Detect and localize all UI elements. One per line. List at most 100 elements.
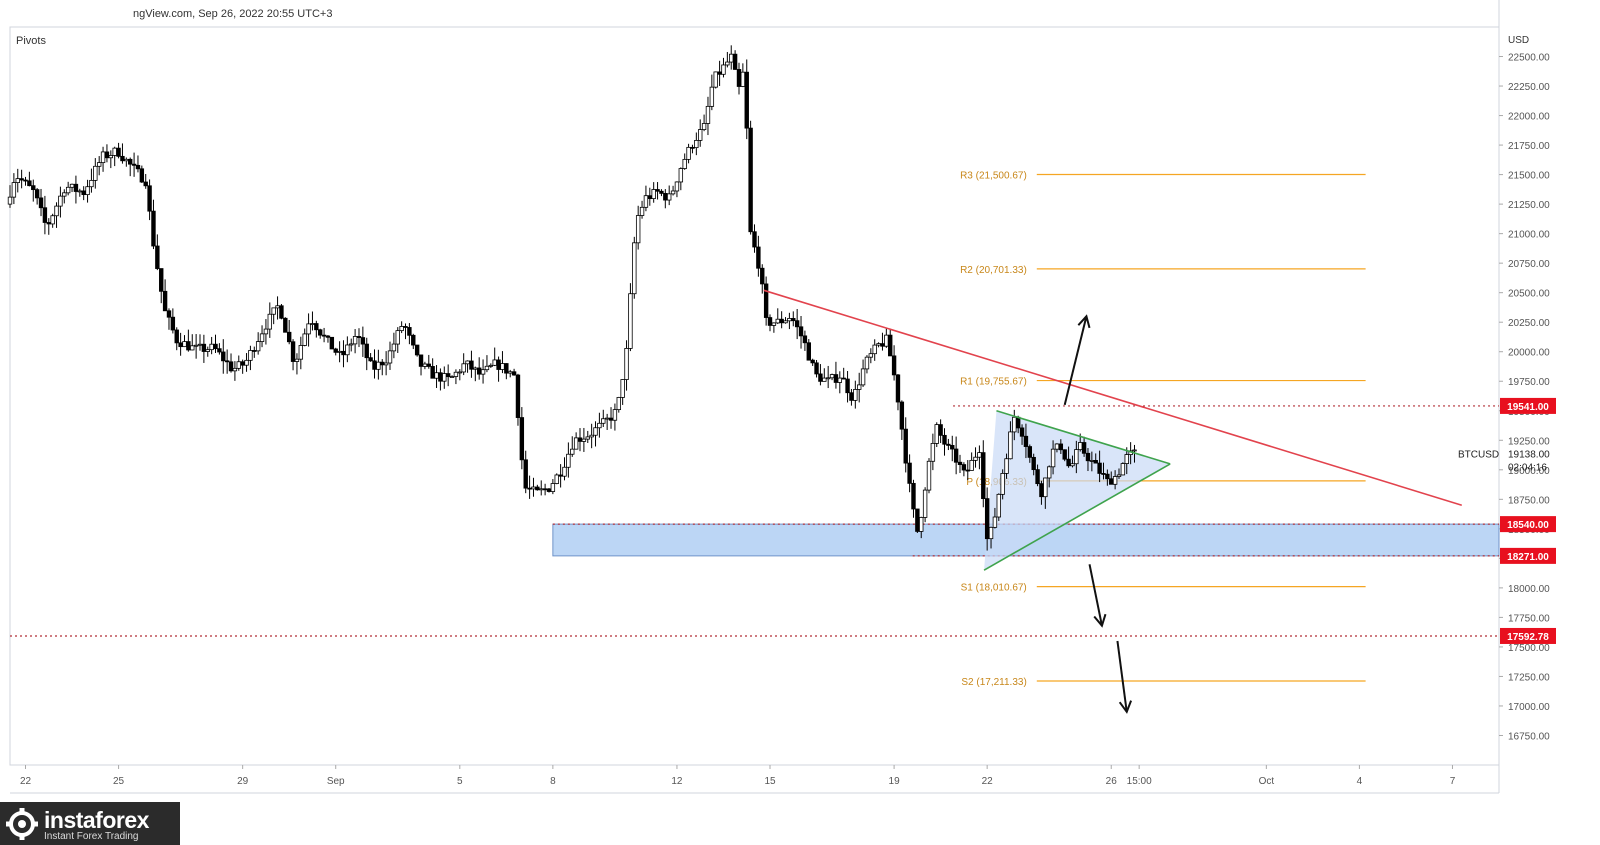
candle-body	[682, 158, 687, 169]
candle-body	[1120, 463, 1126, 476]
candle-body	[597, 422, 602, 429]
candle-body	[992, 516, 998, 528]
candle-body	[1112, 476, 1118, 485]
candle-body	[457, 371, 463, 374]
y-tick-label: 16750.00	[1508, 731, 1550, 742]
candle-body	[473, 367, 478, 370]
candle-body	[721, 64, 726, 75]
candle-body	[85, 186, 90, 196]
candle-body	[131, 163, 137, 166]
candle-body	[825, 377, 831, 380]
candle-body	[465, 360, 470, 365]
candle-body	[996, 493, 1001, 518]
candle-body	[1043, 477, 1048, 498]
candle-body	[504, 363, 509, 374]
candle-body	[201, 343, 207, 352]
candle-body	[65, 186, 71, 194]
candle-body	[639, 206, 645, 216]
candle-body	[794, 320, 800, 328]
indicator-label[interactable]: Pivots	[16, 35, 46, 47]
y-tick-label: 18750.00	[1508, 495, 1550, 506]
candle-body	[372, 360, 377, 370]
candle-body	[1097, 462, 1102, 474]
candle-body	[31, 185, 36, 191]
candle-body	[197, 343, 203, 346]
candle-body	[1105, 473, 1110, 480]
candle-body	[193, 344, 199, 347]
candle-body	[27, 180, 32, 187]
candle-body	[112, 147, 117, 156]
candle-body	[542, 488, 548, 491]
candle-body	[864, 356, 870, 370]
candle-body	[1008, 431, 1013, 460]
candle-body	[11, 182, 17, 198]
candle-body	[725, 61, 730, 66]
candle-body	[15, 178, 20, 183]
candle-body	[54, 205, 59, 217]
candle-body	[988, 526, 994, 540]
candle-body	[566, 453, 571, 468]
candle-body	[23, 179, 28, 182]
candle-body	[953, 448, 959, 463]
candle-body	[651, 189, 656, 200]
candle-body	[876, 343, 881, 346]
candle-body	[430, 366, 435, 379]
candle-body	[42, 207, 48, 223]
candle-body	[162, 290, 168, 312]
candle-body	[1074, 449, 1079, 465]
candle-body	[849, 392, 854, 401]
candle-body	[546, 488, 552, 492]
candle-body	[186, 341, 191, 351]
candle-body	[957, 461, 963, 465]
candle-body	[717, 71, 722, 75]
candle-body	[349, 343, 354, 346]
candle-body	[632, 242, 637, 295]
candle-body	[961, 464, 967, 471]
candle-body	[736, 69, 742, 87]
candle-body	[89, 179, 94, 188]
candle-body	[352, 336, 358, 345]
candle-body	[860, 368, 866, 386]
candle-body	[686, 146, 691, 160]
candle-body	[380, 361, 385, 366]
candle-body	[403, 326, 408, 328]
y-tick-label: 22500.00	[1508, 53, 1550, 64]
candle-body	[628, 293, 633, 349]
candle-body	[155, 245, 160, 269]
x-tick-label: 15	[764, 776, 776, 787]
candle-body	[729, 53, 734, 63]
candle-body	[818, 373, 823, 382]
candle-body	[903, 428, 908, 464]
candle-body	[1031, 456, 1036, 471]
candle-body	[337, 350, 342, 353]
candle-body	[500, 363, 505, 370]
candle-body	[318, 329, 323, 336]
candle-body	[244, 359, 249, 366]
x-tick-label: 26	[1106, 776, 1118, 787]
candle-body	[798, 326, 804, 337]
y-tick-label: 20000.00	[1508, 348, 1550, 359]
candle-body	[407, 327, 412, 336]
candle-body	[58, 195, 63, 207]
price-level-badge	[1500, 397, 1556, 414]
candle-body	[298, 345, 304, 360]
candle-body	[50, 215, 55, 225]
candle-body	[771, 322, 777, 326]
candle-body	[480, 369, 486, 375]
candle-body	[678, 168, 684, 183]
candle-body	[255, 341, 261, 352]
candle-body	[364, 343, 369, 359]
candle-body	[356, 336, 362, 338]
y-tick-label: 19000.00	[1508, 466, 1550, 477]
candle-body	[414, 344, 420, 356]
candle-body	[841, 377, 846, 380]
candle-body	[321, 334, 327, 337]
instaforex-logo: instaforex Instant Forex Trading	[0, 802, 180, 845]
candle-body	[329, 336, 335, 350]
candle-body	[166, 310, 172, 318]
candle-body	[1109, 478, 1114, 485]
candle-body	[872, 344, 877, 355]
candle-body	[519, 417, 525, 461]
candle-body	[643, 195, 649, 208]
candle-body	[523, 459, 528, 489]
